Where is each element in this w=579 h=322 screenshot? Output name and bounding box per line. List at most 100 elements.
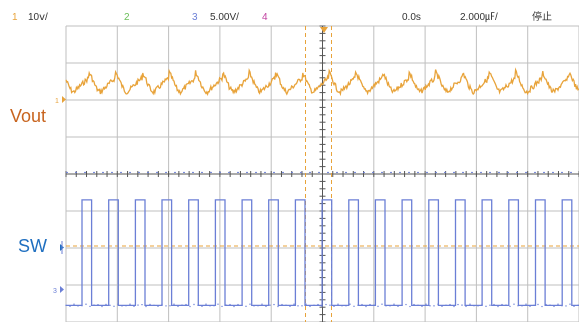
sw-noise-dot <box>361 303 363 306</box>
ch2-number[interactable]: 2 <box>124 12 130 23</box>
sw-noise-dot <box>357 304 359 306</box>
sw-noise-dot <box>89 305 91 308</box>
sw-noise-dot <box>449 303 451 306</box>
sw-noise-dot <box>521 305 523 307</box>
ch4-number[interactable]: 4 <box>262 12 268 23</box>
sw-persistence-dot <box>372 171 374 173</box>
timebase-position[interactable]: 0.0s <box>402 12 421 23</box>
sw-noise-dot <box>225 304 227 306</box>
sw-persistence-dot <box>237 171 239 173</box>
sw-persistence-dot <box>453 171 455 173</box>
sw-persistence-dot <box>138 171 140 173</box>
sw-noise-dot <box>105 303 107 306</box>
sw-noise-dot <box>377 305 379 308</box>
sw-noise-dot <box>265 305 267 308</box>
sw-noise-dot <box>513 303 515 305</box>
sw-persistence-dot <box>516 171 518 173</box>
sw-persistence-dot <box>75 171 77 173</box>
sw-noise-dot <box>173 303 175 305</box>
sw-noise-dot <box>385 305 387 307</box>
sw-noise-dot <box>489 304 491 306</box>
sw-persistence-dot <box>462 171 464 173</box>
sw-noise-dot <box>165 305 167 307</box>
sw-persistence-dot <box>273 171 275 173</box>
sw-noise-dot <box>77 305 79 307</box>
trigger-position-marker[interactable] <box>320 27 328 33</box>
ch3-marker-arrow <box>60 286 64 293</box>
sw-noise-dot <box>305 303 307 305</box>
sw-persistence-dot <box>525 171 527 173</box>
sw-noise-dot <box>277 305 279 308</box>
sw-noise-dot <box>337 303 339 305</box>
ch1-number[interactable]: 1 <box>12 12 18 23</box>
sw-noise-dot <box>133 305 135 308</box>
run-stop-state[interactable]: 停止 <box>532 10 552 23</box>
sw-persistence-dot <box>381 171 383 173</box>
sw-noise-dot <box>301 305 303 307</box>
sw-persistence-dot <box>228 171 230 173</box>
sw-persistence-dot <box>399 171 401 173</box>
sw-persistence-dot <box>318 171 320 173</box>
sw-noise-dot <box>381 303 383 305</box>
sw-noise-dot <box>161 303 163 305</box>
sw-noise-dot <box>509 305 511 308</box>
sw-noise-dot <box>117 303 119 305</box>
sw-noise-dot <box>97 303 99 306</box>
sw-noise-dot <box>241 304 243 306</box>
sw-persistence-dot <box>534 171 536 173</box>
vout-waveform <box>65 67 579 97</box>
ch1-marker-arrow <box>62 96 66 103</box>
timebase-scale[interactable]: 2.000㎌/ <box>460 12 498 23</box>
sw-noise-dot <box>417 304 419 306</box>
sw-noise-dot <box>293 303 295 305</box>
sw-persistence-dot <box>327 171 329 173</box>
sw-noise-dot <box>101 305 103 308</box>
sw-noise-dot <box>181 304 183 306</box>
sw-noise-dot <box>537 303 539 306</box>
sw-noise-dot <box>373 304 375 306</box>
sw-persistence-dot <box>264 171 266 173</box>
sw-noise-dot <box>289 305 291 308</box>
sw-noise-dot <box>213 305 215 307</box>
sw-noise-dot <box>425 303 427 305</box>
sw-persistence-dot <box>192 171 194 173</box>
sw-noise-dot <box>557 303 559 305</box>
sw-noise-dot <box>205 303 207 305</box>
sw-noise-dot <box>221 305 223 308</box>
sw-noise-dot <box>185 303 187 306</box>
ch1-scale[interactable]: 10ⅴ/ <box>28 12 48 23</box>
sw-noise-dot <box>473 305 475 307</box>
sw-noise-dot <box>481 303 483 305</box>
sw-noise-dot <box>113 305 115 307</box>
sw-noise-dot <box>233 305 235 308</box>
sw-noise-dot <box>345 305 347 307</box>
ch3-scale[interactable]: 5.00V/ <box>210 12 239 23</box>
sw-noise-dot <box>177 305 179 308</box>
sw-noise-dot <box>421 305 423 308</box>
sw-noise-dot <box>545 303 547 306</box>
sw-noise-dot <box>257 305 259 307</box>
sw-persistence-dot <box>183 171 185 173</box>
sw-noise-dot <box>249 303 251 305</box>
sw-noise-dot <box>561 305 563 307</box>
sw-persistence-dot <box>552 171 554 173</box>
sw-noise-dot <box>325 303 327 306</box>
sw-noise-dot <box>397 305 399 308</box>
sw-noise-dot <box>501 303 503 306</box>
sw-noise-dot <box>453 305 455 308</box>
sw-noise-dot <box>309 305 311 308</box>
ch1-marker: 1 <box>55 98 59 105</box>
sw-noise-dot <box>445 304 447 306</box>
sw-noise-dot <box>553 305 555 308</box>
sw-noise-dot <box>149 303 151 306</box>
ch3-number[interactable]: 3 <box>192 12 198 23</box>
sw-persistence-dot <box>543 171 545 173</box>
sw-noise-dot <box>429 305 431 307</box>
sw-noise-dot <box>497 305 499 308</box>
sw-persistence-dot <box>282 171 284 173</box>
sw-persistence-dot <box>480 171 482 173</box>
sw-persistence-dot <box>156 171 158 173</box>
sw-persistence-dot <box>444 171 446 173</box>
sw-noise-dot <box>493 303 495 306</box>
